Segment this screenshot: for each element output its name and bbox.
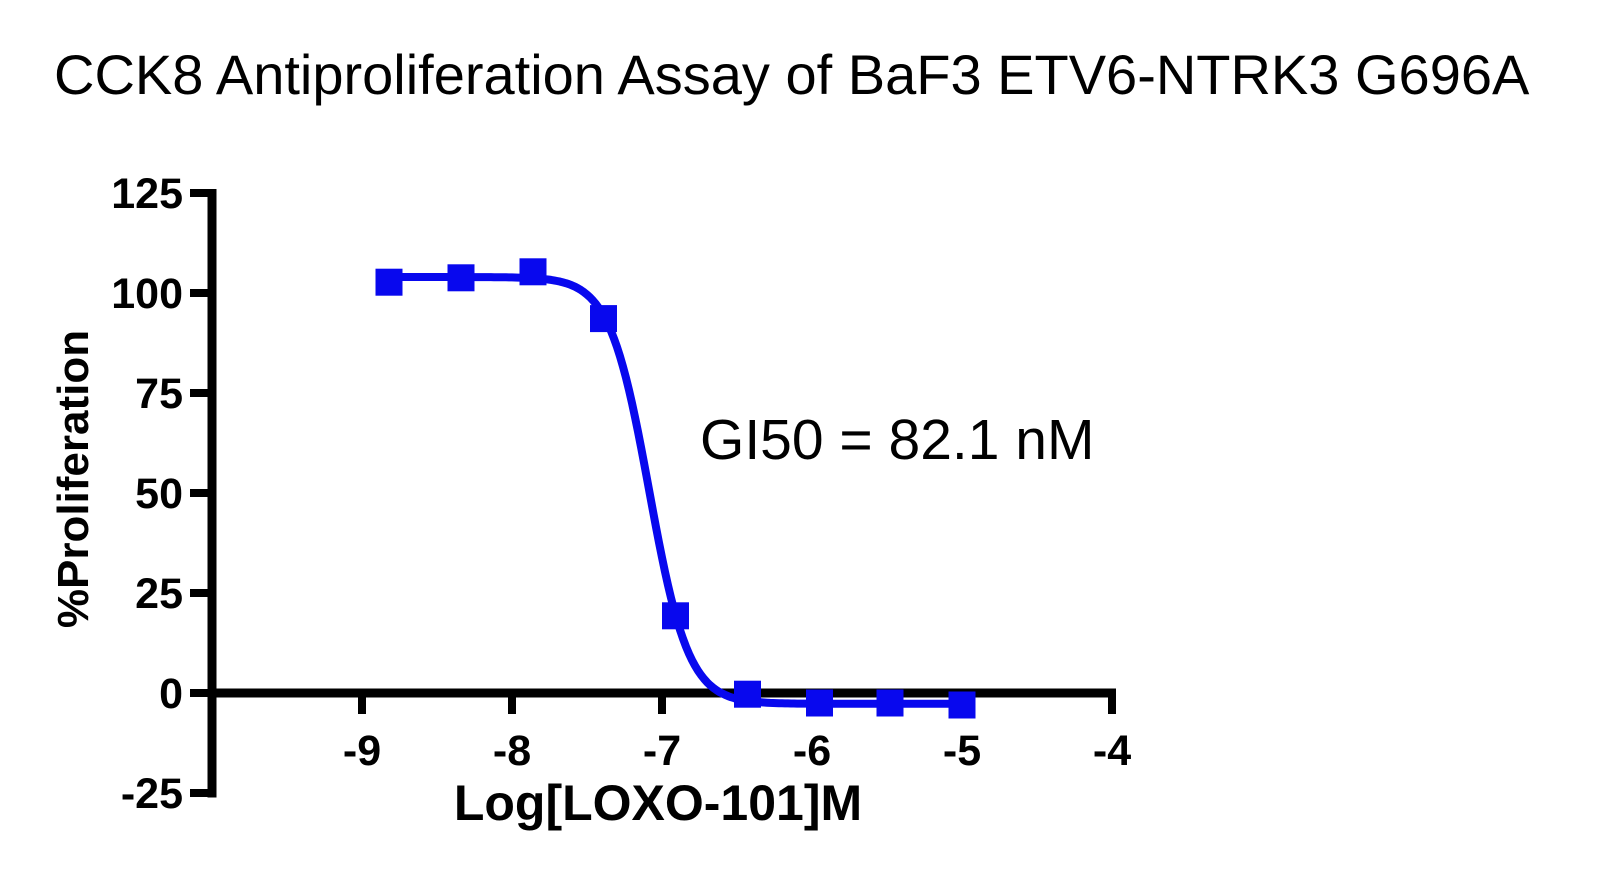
data-point-marker [590, 305, 617, 333]
x-tick-label: -6 [793, 727, 831, 775]
x-tick-label: -7 [643, 727, 681, 775]
x-tick-label: -9 [343, 727, 381, 775]
y-tick-label: -25 [121, 770, 183, 818]
y-tick-label: 0 [159, 670, 183, 718]
data-point-marker [662, 602, 689, 630]
gi50-annotation: GI50 = 82.1 nM [700, 408, 1095, 472]
data-series [375, 258, 976, 719]
data-point-marker [876, 689, 904, 717]
data-point-marker [447, 264, 475, 292]
fit-curve [388, 273, 963, 708]
x-tick-label: -5 [943, 727, 981, 775]
y-tick-label: 75 [135, 370, 183, 418]
x-tick-label: -4 [1093, 727, 1131, 775]
x-axis-title: Log[LOXO-101]M [454, 775, 862, 831]
chart-title: CCK8 Antiproliferation Assay of BaF3 ETV… [54, 43, 1530, 106]
y-tick-label: 125 [111, 170, 183, 218]
data-point-marker [948, 691, 976, 719]
data-point-marker [519, 258, 547, 286]
data-point-marker [734, 680, 761, 708]
y-axis-title: %Proliferation [49, 330, 98, 628]
tick-labels: 125 100 75 50 25 0 -25 -9 -8 -7 -6 -5 -4 [111, 170, 1131, 818]
y-tick-label: 100 [111, 270, 183, 318]
data-point-marker [806, 689, 833, 717]
data-point-marker [375, 268, 403, 296]
y-tick-label: 25 [135, 570, 183, 618]
x-tick-label: -8 [493, 727, 531, 775]
y-tick-label: 50 [135, 470, 183, 518]
